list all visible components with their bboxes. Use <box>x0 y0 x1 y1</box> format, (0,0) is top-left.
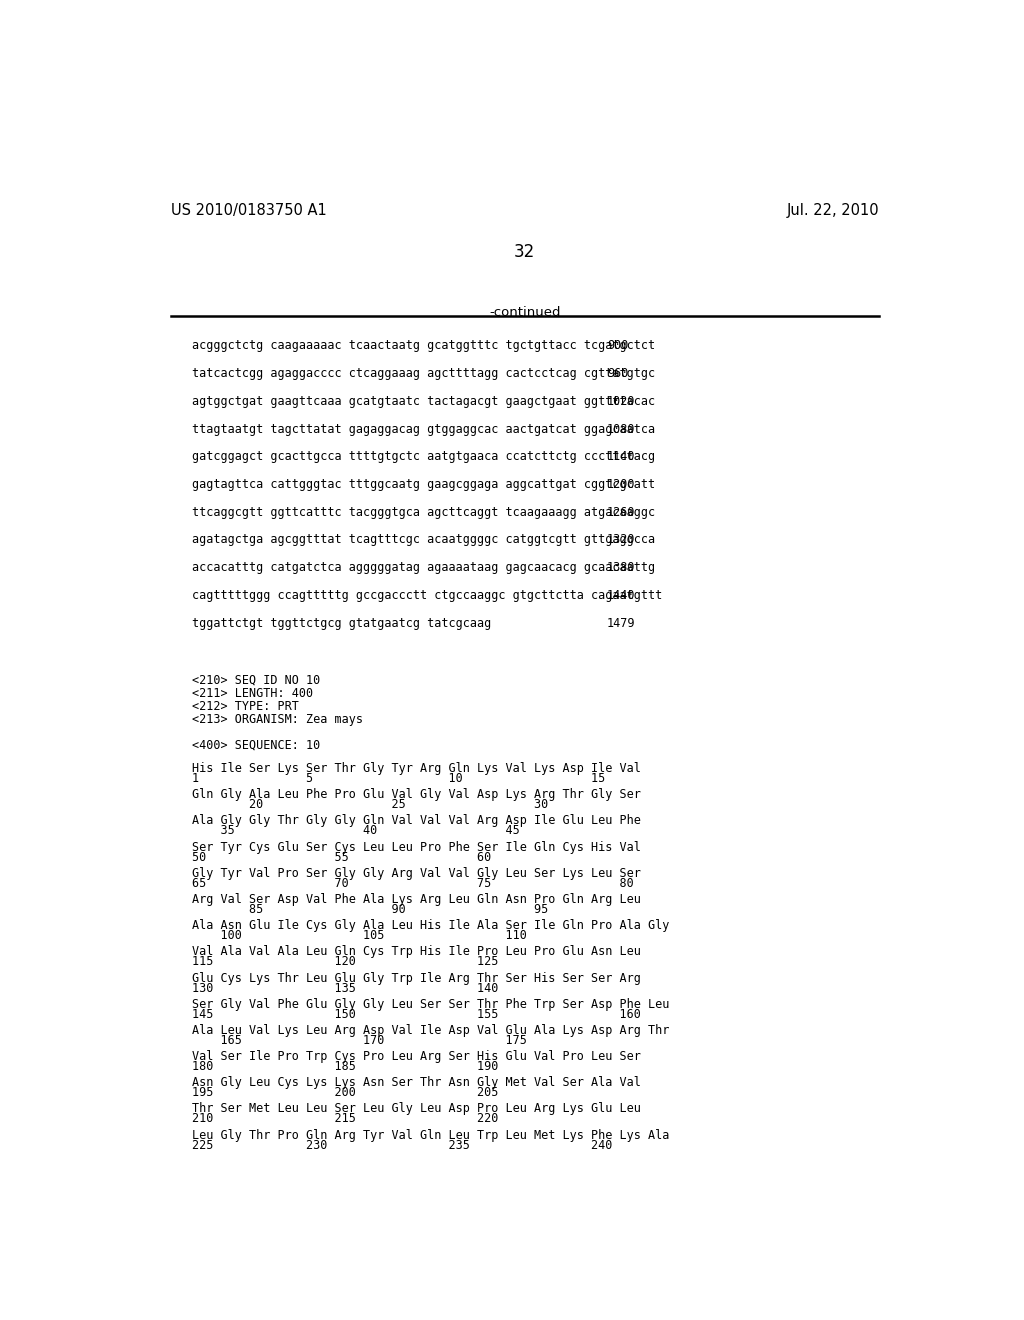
Text: -continued: -continued <box>489 306 560 319</box>
Text: agatagctga agcggtttat tcagtttcgc acaatggggc catggtcgtt gttgaggcca: agatagctga agcggtttat tcagtttcgc acaatgg… <box>191 533 654 546</box>
Text: <212> TYPE: PRT: <212> TYPE: PRT <box>191 700 298 713</box>
Text: 1               5                   10                  15: 1 5 10 15 <box>191 772 605 785</box>
Text: 85                  90                  95: 85 90 95 <box>191 903 548 916</box>
Text: <210> SEQ ID NO 10: <210> SEQ ID NO 10 <box>191 673 319 686</box>
Text: 1320: 1320 <box>607 533 636 546</box>
Text: gatcggagct gcacttgcca ttttgtgctc aatgtgaaca ccatcttctg cccttctacg: gatcggagct gcacttgcca ttttgtgctc aatgtga… <box>191 450 654 463</box>
Text: acgggctctg caagaaaaac tcaactaatg gcatggtttc tgctgttacc tcgatgctct: acgggctctg caagaaaaac tcaactaatg gcatggt… <box>191 339 654 352</box>
Text: Ala Asn Glu Ile Cys Gly Ala Leu His Ile Ala Ser Ile Gln Pro Ala Gly: Ala Asn Glu Ile Cys Gly Ala Leu His Ile … <box>191 919 669 932</box>
Text: 180                 185                 190: 180 185 190 <box>191 1060 498 1073</box>
Text: 195                 200                 205: 195 200 205 <box>191 1086 498 1100</box>
Text: 65                  70                  75                  80: 65 70 75 80 <box>191 876 633 890</box>
Text: US 2010/0183750 A1: US 2010/0183750 A1 <box>171 203 327 218</box>
Text: 1200: 1200 <box>607 478 636 491</box>
Text: Gly Tyr Val Pro Ser Gly Gly Arg Val Val Gly Leu Ser Lys Leu Ser: Gly Tyr Val Pro Ser Gly Gly Arg Val Val … <box>191 867 640 880</box>
Text: 210                 215                 220: 210 215 220 <box>191 1113 498 1126</box>
Text: <400> SEQUENCE: 10: <400> SEQUENCE: 10 <box>191 739 319 752</box>
Text: 1020: 1020 <box>607 395 636 408</box>
Text: tatcactcgg agaggacccc ctcaggaaag agcttttagg cactcctcag cgttatgtgc: tatcactcgg agaggacccc ctcaggaaag agctttt… <box>191 367 654 380</box>
Text: Val Ser Ile Pro Trp Cys Pro Leu Arg Ser His Glu Val Pro Leu Ser: Val Ser Ile Pro Trp Cys Pro Leu Arg Ser … <box>191 1051 640 1063</box>
Text: 145                 150                 155                 160: 145 150 155 160 <box>191 1007 640 1020</box>
Text: 960: 960 <box>607 367 629 380</box>
Text: 130                 135                 140: 130 135 140 <box>191 982 498 994</box>
Text: Ser Tyr Cys Glu Ser Cys Leu Leu Pro Phe Ser Ile Gln Cys His Val: Ser Tyr Cys Glu Ser Cys Leu Leu Pro Phe … <box>191 841 640 854</box>
Text: Asn Gly Leu Cys Lys Lys Asn Ser Thr Asn Gly Met Val Ser Ala Val: Asn Gly Leu Cys Lys Lys Asn Ser Thr Asn … <box>191 1076 640 1089</box>
Text: Arg Val Ser Asp Val Phe Ala Lys Arg Leu Gln Asn Pro Gln Arg Leu: Arg Val Ser Asp Val Phe Ala Lys Arg Leu … <box>191 892 640 906</box>
Text: cagtttttggg ccagtttttg gccgaccctt ctgccaaggc gtgcttctta cagaatgttt: cagtttttggg ccagtttttg gccgaccctt ctgcca… <box>191 589 662 602</box>
Text: His Ile Ser Lys Ser Thr Gly Tyr Arg Gln Lys Val Lys Asp Ile Val: His Ile Ser Lys Ser Thr Gly Tyr Arg Gln … <box>191 762 640 775</box>
Text: Ala Gly Gly Thr Gly Gly Gln Val Val Val Arg Asp Ile Glu Leu Phe: Ala Gly Gly Thr Gly Gly Gln Val Val Val … <box>191 814 640 828</box>
Text: gagtagttca cattgggtac tttggcaatg gaagcggaga aggcattgat cggtcgcatt: gagtagttca cattgggtac tttggcaatg gaagcgg… <box>191 478 654 491</box>
Text: 1479: 1479 <box>607 616 636 630</box>
Text: <211> LENGTH: 400: <211> LENGTH: 400 <box>191 686 312 700</box>
Text: Thr Ser Met Leu Leu Ser Leu Gly Leu Asp Pro Leu Arg Lys Glu Leu: Thr Ser Met Leu Leu Ser Leu Gly Leu Asp … <box>191 1102 640 1115</box>
Text: Ala Leu Val Lys Leu Arg Asp Val Ile Asp Val Glu Ala Lys Asp Arg Thr: Ala Leu Val Lys Leu Arg Asp Val Ile Asp … <box>191 1024 669 1038</box>
Text: 32: 32 <box>514 243 536 261</box>
Text: 1260: 1260 <box>607 506 636 519</box>
Text: Ser Gly Val Phe Glu Gly Gly Leu Ser Ser Thr Phe Trp Ser Asp Phe Leu: Ser Gly Val Phe Glu Gly Gly Leu Ser Ser … <box>191 998 669 1011</box>
Text: 900: 900 <box>607 339 629 352</box>
Text: Jul. 22, 2010: Jul. 22, 2010 <box>786 203 879 218</box>
Text: 1380: 1380 <box>607 561 636 574</box>
Text: ttcaggcgtt ggttcatttc tacgggtgca agcttcaggt tcaagaaagg atgacaaggc: ttcaggcgtt ggttcatttc tacgggtgca agcttca… <box>191 506 654 519</box>
Text: 20                  25                  30: 20 25 30 <box>191 799 548 812</box>
Text: Glu Cys Lys Thr Leu Glu Gly Trp Ile Arg Thr Ser His Ser Ser Arg: Glu Cys Lys Thr Leu Glu Gly Trp Ile Arg … <box>191 972 640 985</box>
Text: ttagtaatgt tagcttatat gagaggacag gtggaggcac aactgatcat ggagcaatca: ttagtaatgt tagcttatat gagaggacag gtggagg… <box>191 422 654 436</box>
Text: 115                 120                 125: 115 120 125 <box>191 956 498 969</box>
Text: Leu Gly Thr Pro Gln Arg Tyr Val Gln Leu Trp Leu Met Lys Phe Lys Ala: Leu Gly Thr Pro Gln Arg Tyr Val Gln Leu … <box>191 1129 669 1142</box>
Text: accacatttg catgatctca agggggatag agaaaataag gagcaacacg gcaacaattg: accacatttg catgatctca agggggatag agaaaat… <box>191 561 654 574</box>
Text: <213> ORGANISM: Zea mays: <213> ORGANISM: Zea mays <box>191 713 362 726</box>
Text: agtggctgat gaagttcaaa gcatgtaatc tactagacgt gaagctgaat ggttttacac: agtggctgat gaagttcaaa gcatgtaatc tactaga… <box>191 395 654 408</box>
Text: Gln Gly Ala Leu Phe Pro Glu Val Gly Val Asp Lys Arg Thr Gly Ser: Gln Gly Ala Leu Phe Pro Glu Val Gly Val … <box>191 788 640 801</box>
Text: 35                  40                  45: 35 40 45 <box>191 825 519 837</box>
Text: Val Ala Val Ala Leu Gln Cys Trp His Ile Pro Leu Pro Glu Asn Leu: Val Ala Val Ala Leu Gln Cys Trp His Ile … <box>191 945 640 958</box>
Text: 1140: 1140 <box>607 450 636 463</box>
Text: 1080: 1080 <box>607 422 636 436</box>
Text: 165                 170                 175: 165 170 175 <box>191 1034 526 1047</box>
Text: 225             230                 235                 240: 225 230 235 240 <box>191 1139 612 1151</box>
Text: 1440: 1440 <box>607 589 636 602</box>
Text: tggattctgt tggttctgcg gtatgaatcg tatcgcaag: tggattctgt tggttctgcg gtatgaatcg tatcgca… <box>191 616 490 630</box>
Text: 100                 105                 110: 100 105 110 <box>191 929 526 942</box>
Text: 50                  55                  60: 50 55 60 <box>191 850 490 863</box>
